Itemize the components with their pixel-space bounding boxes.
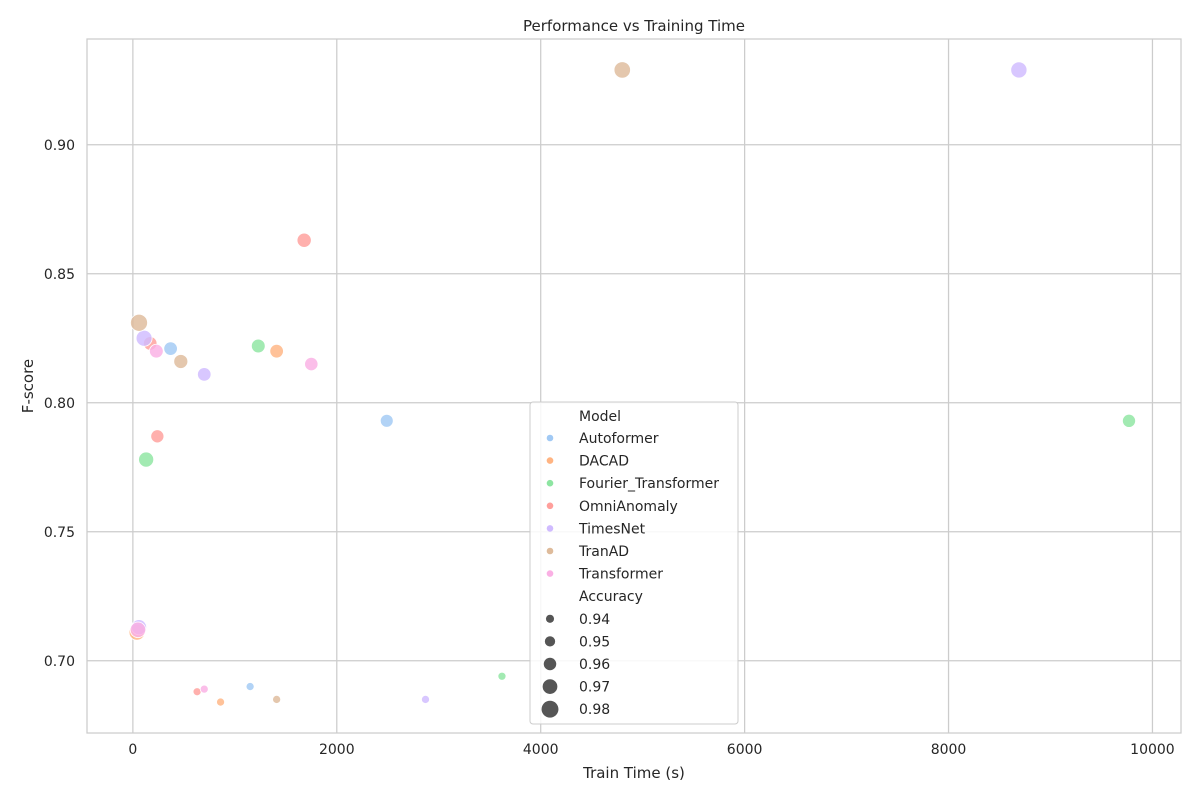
legend-accuracy-marker [541, 700, 559, 718]
data-point [129, 621, 147, 638]
legend-box [529, 401, 739, 725]
legend-accuracy-items: 0.94 0.95 0.96 0.97 0.98 [541, 612, 610, 718]
data-point [245, 682, 255, 692]
legend-model-marker [546, 479, 554, 487]
data-points [128, 61, 1136, 707]
legend-model-marker [546, 525, 554, 532]
legend-accuracy-title: Accuracy [579, 589, 643, 605]
legend-model-label: DACAD [579, 454, 629, 470]
data-point [497, 671, 507, 681]
x-tick-label: 0 [128, 742, 137, 758]
legend-accuracy-label: 0.94 [579, 612, 610, 628]
data-point [163, 341, 178, 356]
legend-model-items: Autoformer DACAD Fourier_Transformer OmniAn… [546, 431, 719, 583]
legend-model-marker [546, 570, 554, 577]
data-point [296, 232, 312, 248]
legend: Model Autoformer DACAD Fourier_Transformer… [529, 401, 739, 725]
data-point [304, 356, 319, 372]
legend-accuracy-marker [543, 657, 557, 671]
legend-model-marker [546, 502, 554, 510]
y-tick-label: 0.80 [44, 396, 75, 412]
legend-model-label: Autoformer [579, 431, 659, 447]
legend-model-marker [546, 457, 554, 464]
data-point [199, 684, 209, 694]
legend-accuracy-marker [545, 614, 555, 623]
data-point [1122, 413, 1136, 428]
x-tick-label: 10000 [1130, 742, 1175, 758]
y-axis-label: F-score [19, 359, 37, 413]
data-point [250, 338, 266, 354]
legend-accuracy-marker [544, 636, 556, 647]
legend-accuracy-marker [542, 679, 558, 694]
legend-model-label: OmniAnomaly [579, 499, 678, 515]
y-tick-label: 0.85 [44, 267, 75, 283]
legend-model-marker [546, 434, 554, 442]
grid [87, 39, 1181, 733]
data-point [130, 313, 148, 332]
y-tick-label: 0.70 [44, 654, 75, 670]
chart-title: Performance vs Training Time [523, 17, 745, 35]
data-point [379, 413, 394, 428]
data-point [269, 343, 284, 359]
legend-model-marker [546, 547, 554, 555]
x-tick-label: 4000 [523, 742, 559, 758]
data-point [613, 61, 631, 79]
data-point [1010, 61, 1028, 79]
data-point [149, 343, 164, 359]
legend-accuracy-label: 0.95 [579, 634, 610, 650]
x-axis-label: Train Time (s) [582, 764, 685, 782]
data-point [197, 367, 212, 382]
legend-accuracy-label: 0.97 [579, 680, 610, 696]
data-point [421, 695, 430, 704]
legend-model-title: Model [579, 409, 621, 425]
data-point [216, 697, 226, 707]
data-point [173, 354, 189, 369]
legend-model-label: TranAD [578, 544, 629, 560]
legend-model-label: Fourier_Transformer [579, 476, 719, 492]
x-tick-label: 2000 [319, 742, 355, 758]
plot-frame [86, 38, 1182, 734]
legend-model-label: TimesNet [578, 521, 646, 537]
x-tick-label: 6000 [727, 742, 763, 758]
legend-accuracy-label: 0.98 [579, 702, 610, 718]
x-tick-label: 8000 [931, 742, 967, 758]
data-point [138, 451, 155, 468]
y-tick-label: 0.90 [44, 138, 75, 154]
legend-accuracy-label: 0.96 [579, 657, 610, 673]
data-point [135, 329, 153, 347]
y-tick-label: 0.75 [44, 525, 75, 541]
data-point [150, 429, 165, 444]
tick-labels: 0 2000 4000 6000 8000 10000 0.70 0.75 0.80 0.85 0.… [44, 138, 1175, 758]
legend-model-label: Transformer [578, 567, 663, 583]
data-point [272, 695, 282, 704]
